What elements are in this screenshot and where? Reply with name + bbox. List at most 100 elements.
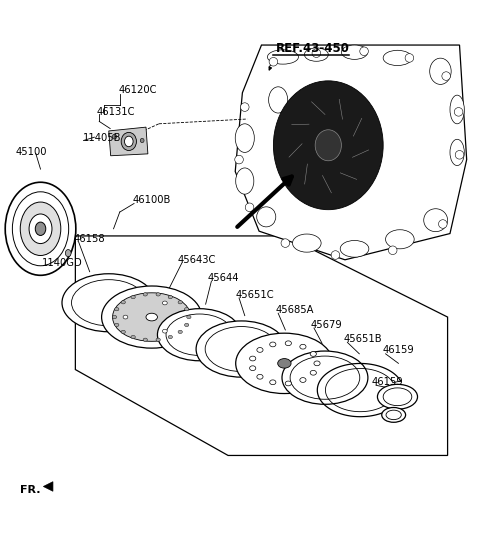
Ellipse shape [383, 388, 412, 406]
Ellipse shape [292, 234, 321, 252]
Ellipse shape [314, 361, 320, 366]
Ellipse shape [178, 301, 182, 304]
Ellipse shape [187, 315, 191, 319]
Ellipse shape [235, 155, 243, 164]
Ellipse shape [245, 203, 254, 212]
Ellipse shape [205, 327, 278, 372]
Ellipse shape [300, 345, 306, 349]
Ellipse shape [29, 214, 52, 243]
Ellipse shape [168, 335, 172, 338]
Ellipse shape [430, 58, 451, 85]
Ellipse shape [340, 241, 369, 257]
Ellipse shape [121, 301, 125, 304]
Text: 45685A: 45685A [276, 305, 314, 315]
Ellipse shape [377, 384, 418, 409]
Ellipse shape [257, 207, 276, 227]
Text: 46100B: 46100B [132, 195, 171, 205]
Text: 1140GD: 1140GD [42, 258, 83, 268]
Text: 46158: 46158 [74, 234, 106, 244]
Ellipse shape [166, 314, 233, 356]
Ellipse shape [156, 338, 160, 341]
Polygon shape [235, 45, 467, 260]
Text: REF.43-450: REF.43-450 [276, 41, 349, 55]
Ellipse shape [270, 342, 276, 347]
Ellipse shape [35, 222, 46, 236]
Ellipse shape [454, 108, 463, 116]
Text: 45679: 45679 [311, 320, 342, 330]
Ellipse shape [5, 182, 76, 275]
Ellipse shape [281, 239, 289, 247]
Ellipse shape [113, 293, 191, 341]
Ellipse shape [290, 356, 360, 399]
Ellipse shape [131, 335, 135, 338]
Text: 11405B: 11405B [83, 133, 121, 143]
Ellipse shape [235, 124, 254, 153]
Ellipse shape [124, 136, 133, 147]
Text: 45100: 45100 [16, 148, 47, 158]
Text: 46131C: 46131C [97, 107, 135, 117]
Ellipse shape [269, 58, 278, 66]
Ellipse shape [386, 410, 401, 420]
Ellipse shape [388, 246, 397, 254]
Ellipse shape [112, 315, 117, 319]
Ellipse shape [267, 50, 299, 64]
Ellipse shape [310, 371, 316, 375]
Ellipse shape [112, 134, 117, 139]
Ellipse shape [102, 286, 202, 348]
Ellipse shape [382, 408, 406, 422]
Ellipse shape [140, 138, 144, 143]
Ellipse shape [439, 220, 447, 228]
Ellipse shape [184, 324, 189, 327]
Polygon shape [43, 482, 53, 491]
Ellipse shape [162, 329, 167, 333]
Ellipse shape [121, 330, 125, 333]
Ellipse shape [250, 366, 256, 371]
Ellipse shape [274, 81, 383, 210]
Ellipse shape [156, 293, 160, 296]
Ellipse shape [269, 87, 288, 113]
Ellipse shape [450, 139, 464, 165]
Ellipse shape [115, 307, 119, 311]
Ellipse shape [143, 293, 147, 296]
Ellipse shape [157, 309, 241, 361]
Ellipse shape [282, 351, 368, 404]
Ellipse shape [131, 295, 135, 299]
Text: 46159: 46159 [382, 346, 414, 356]
Ellipse shape [270, 380, 276, 385]
Ellipse shape [146, 313, 157, 321]
Text: 45651C: 45651C [235, 290, 274, 300]
Ellipse shape [20, 202, 61, 255]
Ellipse shape [312, 49, 321, 58]
Ellipse shape [278, 358, 291, 368]
Ellipse shape [405, 54, 414, 62]
Ellipse shape [360, 47, 368, 55]
Ellipse shape [65, 249, 71, 257]
Text: FR.: FR. [20, 486, 40, 495]
Text: 46120C: 46120C [118, 85, 157, 95]
Ellipse shape [285, 341, 291, 346]
Ellipse shape [236, 168, 254, 194]
Ellipse shape [450, 95, 464, 124]
Ellipse shape [257, 374, 263, 379]
Ellipse shape [315, 130, 341, 161]
Ellipse shape [331, 251, 340, 259]
Polygon shape [75, 236, 447, 456]
Ellipse shape [162, 301, 167, 305]
Ellipse shape [341, 45, 368, 59]
Text: 45651B: 45651B [344, 335, 383, 345]
Ellipse shape [196, 321, 287, 377]
Polygon shape [109, 127, 148, 156]
Ellipse shape [240, 103, 249, 111]
Ellipse shape [310, 352, 316, 356]
Ellipse shape [178, 330, 182, 333]
Ellipse shape [304, 48, 328, 61]
Ellipse shape [62, 274, 156, 332]
Ellipse shape [168, 295, 172, 299]
Ellipse shape [184, 307, 189, 311]
Ellipse shape [121, 132, 136, 150]
Ellipse shape [257, 347, 263, 352]
Ellipse shape [12, 192, 69, 266]
Ellipse shape [385, 229, 414, 249]
Ellipse shape [442, 72, 450, 80]
Text: 45643C: 45643C [178, 255, 216, 265]
